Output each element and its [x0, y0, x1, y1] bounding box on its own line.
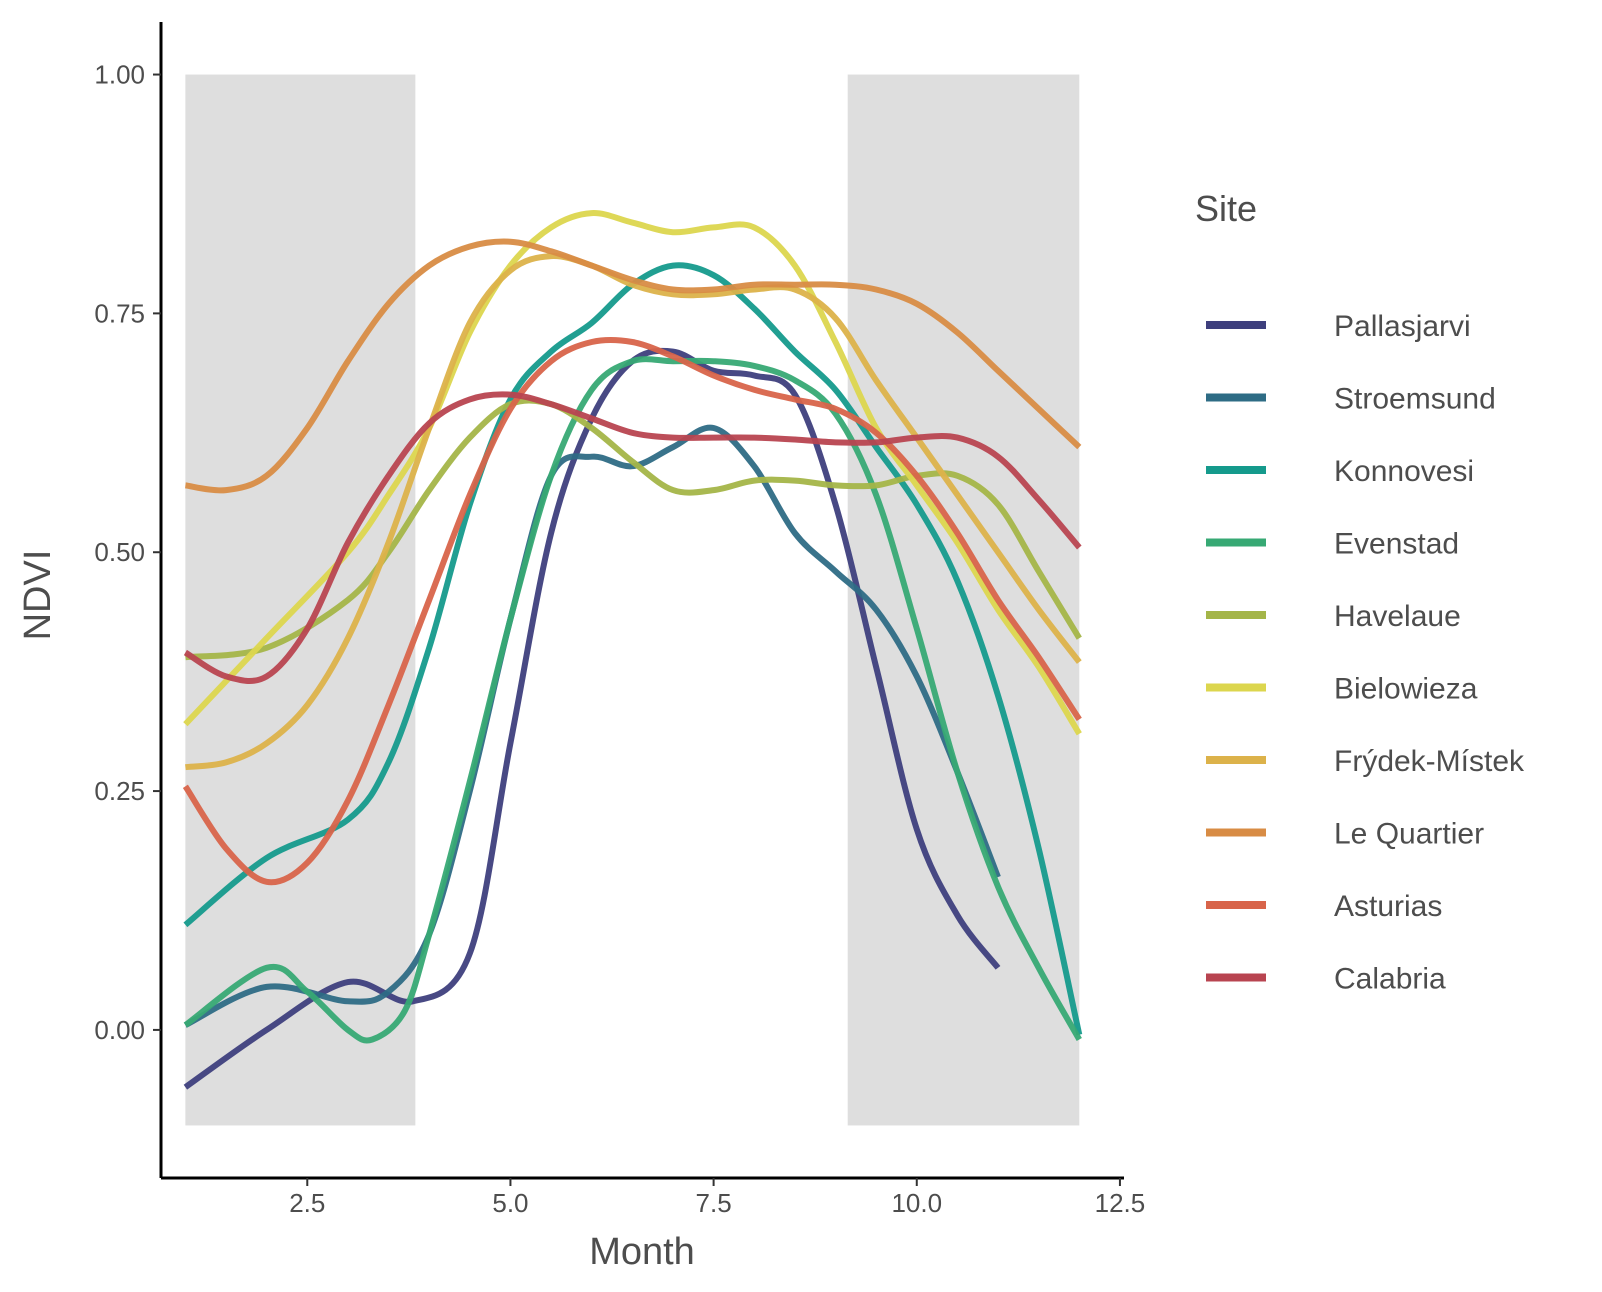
- series-line-evenstad: [183, 356, 1082, 1044]
- series-line-le-quartier: [184, 238, 1082, 494]
- series-line-bielowieza: [183, 210, 1082, 736]
- x-tick-label: 7.5: [696, 1188, 732, 1218]
- legend-label-le-quartier: Le Quartier: [1334, 818, 1484, 851]
- series-line-havelaue: [185, 397, 1082, 661]
- legend-label-evenstad: Evenstad: [1334, 528, 1459, 561]
- x-tick-label: 10.0: [891, 1188, 942, 1218]
- series-line-konnovesi: [183, 262, 1083, 1036]
- legend-label-konnovesi: Konnovesi: [1334, 455, 1474, 488]
- legend-label-havelaue: Havelaue: [1334, 600, 1461, 633]
- y-tick-label: 0.75: [94, 298, 145, 328]
- legend-label-frydek-mistek: Frýdek-Místek: [1334, 745, 1525, 778]
- series-line-calabria: [183, 391, 1082, 684]
- legend-label-bielowieza: Bielowieza: [1334, 673, 1478, 706]
- y-ticks: 0.00 0.25 0.50 0.75 1.00: [94, 60, 161, 1045]
- legend-label-stroemsund: Stroemsund: [1334, 383, 1496, 416]
- legend-title: Site: [1195, 188, 1257, 229]
- x-tick-label: 12.5: [1095, 1188, 1146, 1218]
- x-axis-title: Month: [589, 1231, 695, 1273]
- x-tick-label: 2.5: [289, 1188, 325, 1218]
- y-axis-title: NDVI: [17, 550, 59, 641]
- legend: Site Pallasjarvi Stroemsund Konnovesi Evens…: [1195, 188, 1525, 996]
- series-lines: [182, 210, 1083, 1090]
- y-tick-label: 0.25: [94, 776, 145, 806]
- series-line-stroemsund: [184, 424, 1001, 1028]
- x-ticks: 2.5 5.0 7.5 10.0 12.5: [289, 1178, 1145, 1218]
- axes: [159, 22, 1124, 1180]
- series-line-asturias: [182, 336, 1082, 886]
- x-tick-label: 5.0: [492, 1188, 528, 1218]
- legend-label-calabria: Calabria: [1334, 963, 1446, 996]
- series-line-frydek-mistek: [185, 253, 1082, 771]
- y-tick-label: 1.00: [94, 60, 145, 90]
- y-tick-label: 0.50: [94, 537, 145, 567]
- legend-items: Pallasjarvi Stroemsund Konnovesi Evenstad Ha…: [1206, 310, 1525, 996]
- legend-label-asturias: Asturias: [1334, 890, 1442, 923]
- legend-label-pallasjarvi: Pallasjarvi: [1334, 310, 1471, 343]
- y-tick-label: 0.00: [94, 1015, 145, 1045]
